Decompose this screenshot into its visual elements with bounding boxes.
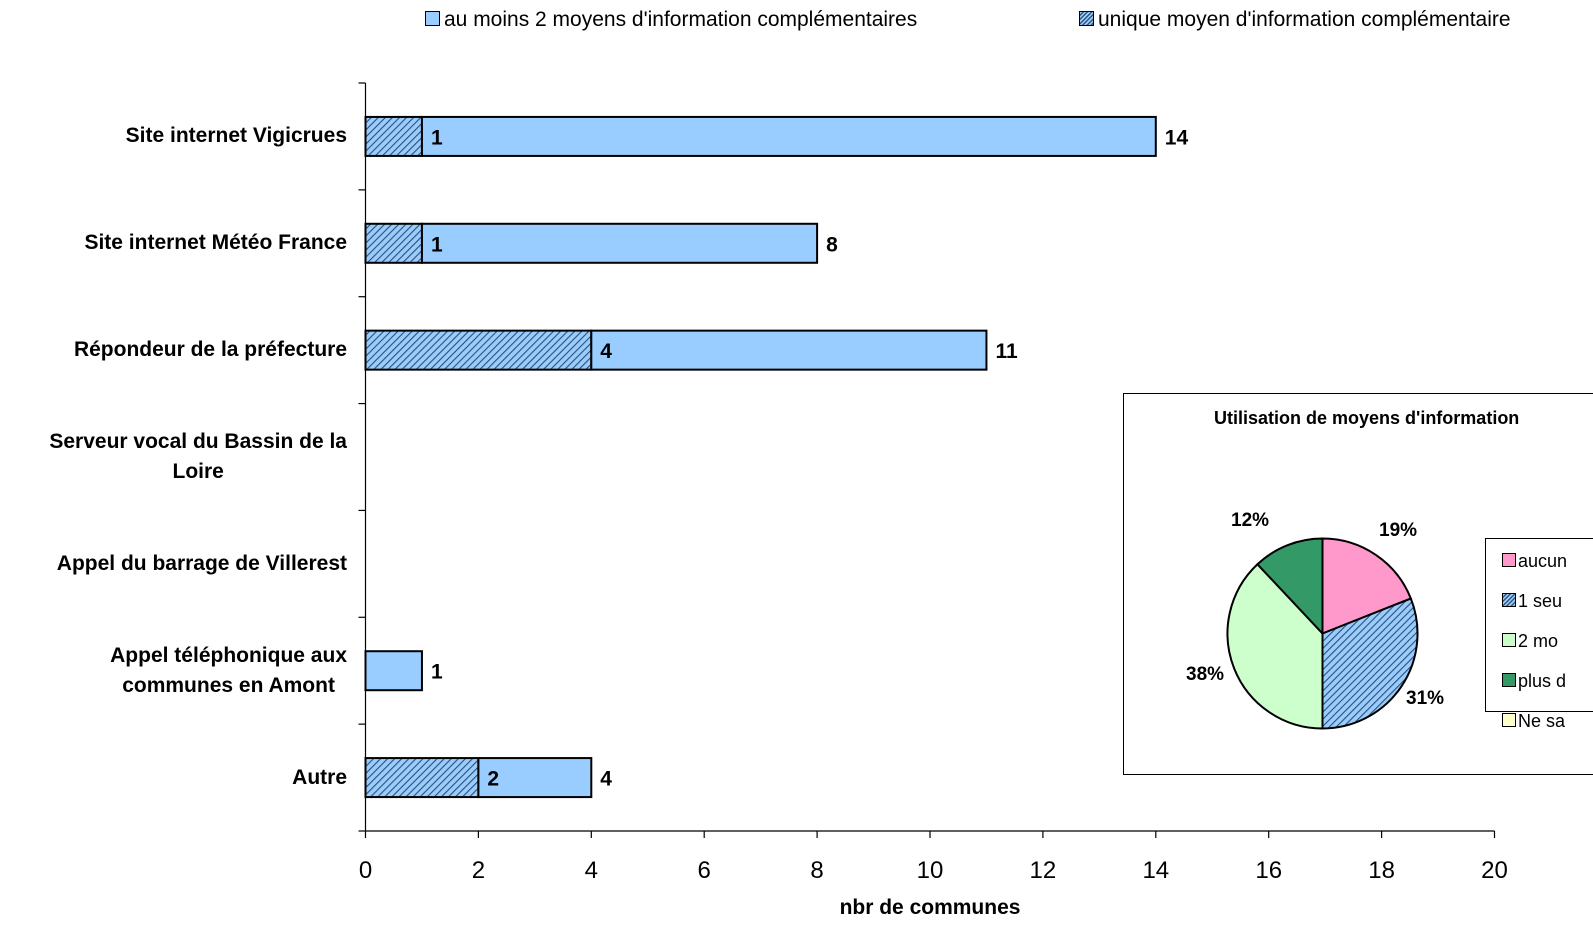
- category-label-line: Autre: [292, 765, 347, 789]
- x-tick-label: 20: [1481, 857, 1508, 884]
- pie-legend-item: Ne sa: [1502, 711, 1565, 732]
- pie-slice-label: 31%: [1406, 688, 1445, 709]
- x-tick-label: 14: [1142, 857, 1169, 884]
- pie-legend: aucun 1 seu 2 mo plus d Ne sa: [1485, 538, 1593, 731]
- pie-legend-swatch: [1502, 593, 1516, 608]
- legend-item-multiple: au moins 2 moyens d'information compléme…: [425, 8, 917, 32]
- pie-legend-label: Ne sa: [1518, 711, 1566, 731]
- total-value-label: 14: [1165, 126, 1189, 149]
- pie-slice: [1256, 537, 1324, 637]
- pie-slice-label: 12%: [1231, 510, 1270, 531]
- bar-unique: [364, 329, 593, 371]
- legend-swatch-solid: [425, 10, 440, 26]
- pie-chart: [1226, 537, 1419, 730]
- pie-legend-label: 2 mo: [1518, 631, 1559, 651]
- pie-legend-label: plus d: [1518, 671, 1567, 691]
- category-label-line: Répondeur de la préfecture: [73, 338, 347, 362]
- pie-legend-swatch: [1502, 553, 1516, 568]
- bar-multiple: [590, 329, 988, 371]
- pie-slice: [1321, 537, 1413, 635]
- segment-value-label: 1: [431, 126, 443, 149]
- pie-slice-label: 19%: [1379, 520, 1418, 541]
- bar-multiple: [420, 115, 1157, 157]
- pie-legend-item: 2 mo: [1502, 631, 1558, 652]
- pie-legend-item: 1 seu: [1502, 591, 1562, 612]
- category-label: Serveur vocal du Bassin de la Loire: [2, 427, 347, 487]
- category-label: Autre: [2, 763, 347, 793]
- x-tick-label: 10: [917, 857, 944, 884]
- pie-slice: [1321, 597, 1419, 730]
- x-tick-label: 8: [810, 857, 823, 884]
- segment-value-label: 2: [487, 768, 499, 791]
- category-label-line: Appel du barrage de Villerest: [56, 551, 347, 575]
- pie-legend-swatch: [1502, 673, 1516, 688]
- bar-multiple: [364, 650, 423, 692]
- segment-value-label: 1: [431, 233, 443, 256]
- category-label: Site internet Vigicrues: [2, 121, 347, 151]
- category-label: Appel du barrage de Villerest: [2, 549, 347, 579]
- x-axis-title: nbr de communes: [840, 896, 1021, 919]
- category-label: Appel téléphonique aux communes en Amont: [2, 641, 347, 701]
- pie-legend-label: 1 seu: [1518, 591, 1563, 611]
- category-label-line: Site internet Météo France: [84, 231, 347, 255]
- bar-multiple: [477, 757, 593, 799]
- x-tick-label: 18: [1368, 857, 1395, 884]
- x-tick-label: 16: [1255, 857, 1282, 884]
- pie-legend-item: plus d: [1502, 671, 1566, 692]
- legend-label: au moins 2 moyens d'information compléme…: [444, 8, 918, 31]
- category-label-line: Site internet Vigicrues: [125, 124, 347, 148]
- bar-multiple: [420, 222, 819, 264]
- pie-legend-item: aucun: [1502, 551, 1567, 572]
- legend-item-single: unique moyen d'information complémentair…: [1079, 8, 1511, 32]
- pie-slice-label: 38%: [1186, 664, 1225, 685]
- category-label-line: Appel téléphonique aux: [110, 643, 347, 667]
- total-value-label: 11: [995, 340, 1018, 363]
- pie-legend-swatch: [1502, 713, 1516, 728]
- category-label-line: Loire: [172, 460, 224, 483]
- total-value-label: 4: [600, 768, 612, 791]
- x-tick-label: 2: [472, 857, 485, 884]
- bar-unique: [364, 222, 423, 264]
- pie-slice: [1226, 562, 1324, 730]
- x-tick-label: 4: [585, 857, 598, 884]
- bar-unique: [364, 115, 423, 157]
- pie-inset: Utilisation de moyens d'information 19% 3…: [1123, 393, 1593, 775]
- segment-value-label: 4: [600, 340, 612, 363]
- category-label: Répondeur de la préfecture: [2, 335, 347, 365]
- legend-label: unique moyen d'information complémentair…: [1098, 8, 1511, 31]
- x-tick-label: 0: [359, 857, 372, 884]
- x-tick-label: 12: [1030, 857, 1057, 884]
- total-value-label: 8: [826, 233, 838, 256]
- pie-legend-swatch: [1502, 633, 1516, 648]
- legend-swatch-hatch: [1079, 10, 1094, 26]
- pie-title: Utilisation de moyens d'information: [1214, 408, 1520, 428]
- pie-legend-label: aucun: [1518, 551, 1568, 571]
- category-label-line: communes en Amont: [122, 673, 335, 697]
- category-label: Site internet Météo France: [2, 228, 347, 258]
- total-value-label: 1: [431, 661, 443, 684]
- bar-unique: [364, 757, 480, 799]
- x-tick-label: 6: [698, 857, 711, 884]
- category-label-line: Serveur vocal du Bassin de la: [49, 430, 347, 453]
